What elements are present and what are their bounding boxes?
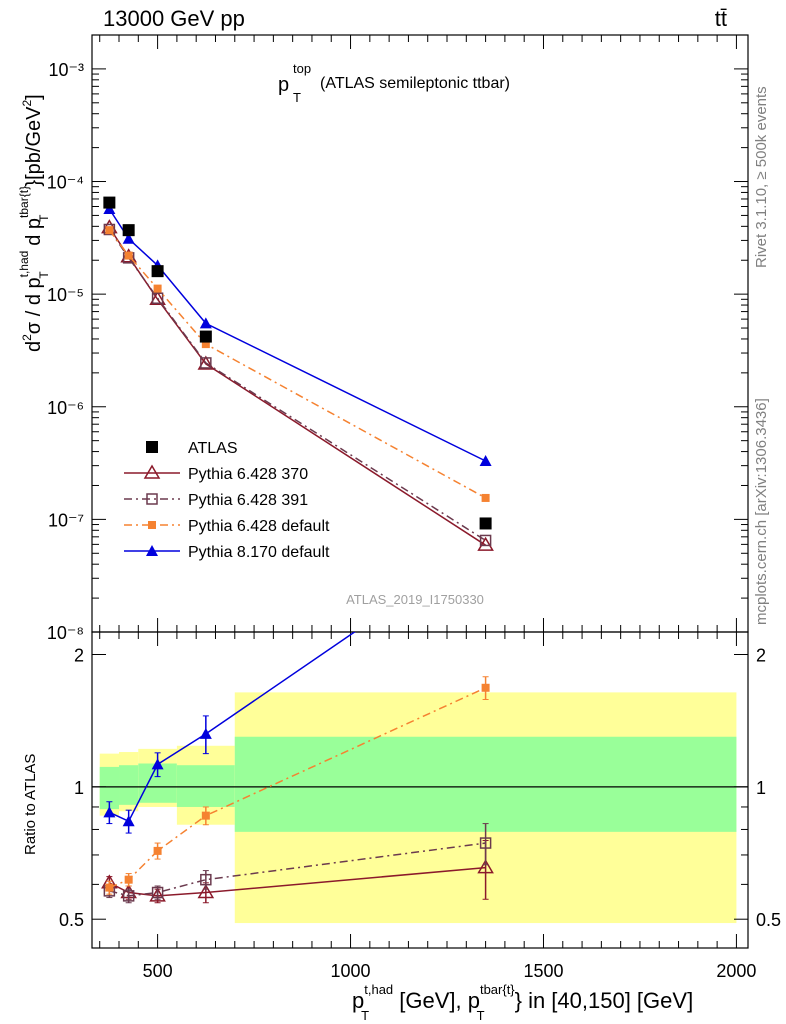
data-point-2 — [200, 357, 212, 369]
uncertainty-band-green — [119, 765, 139, 805]
title-sub: T — [293, 90, 301, 105]
legend-marker — [148, 521, 156, 529]
data-point-0 — [151, 265, 164, 278]
x-axis-label: pt,had T [GeV], ptbar{t} T} in [40,150] [G… — [352, 982, 693, 1023]
ratio-point-1 — [151, 886, 164, 899]
data-point-3 — [481, 493, 490, 502]
ratio-y-tick-label-right: 2 — [756, 645, 766, 665]
process-label: tt̄ — [715, 6, 727, 31]
data-point-2 — [151, 292, 164, 304]
data-point-3 — [153, 284, 162, 293]
legend-marker — [143, 464, 161, 479]
x-tick-label: 1500 — [523, 961, 563, 981]
main-y-tick-label: 10⁻⁴ — [47, 173, 84, 193]
ratio-y-tick-label-right: 0.5 — [756, 910, 781, 930]
x-tick-label: 1000 — [331, 961, 371, 981]
legend-marker — [146, 441, 158, 453]
ratio-point-2 — [124, 875, 133, 884]
legend-label: Pythia 6.428 default — [188, 518, 330, 535]
ratio-y-tick-label: 1 — [74, 778, 84, 798]
uncertainty-band-green — [99, 766, 120, 810]
ratio-point-3 — [103, 806, 116, 818]
ratio-y-tick-label: 2 — [74, 645, 84, 665]
ratio-y-axis-label: Ratio to ATLAS — [22, 754, 39, 855]
ratio-point-3 — [151, 758, 164, 770]
legend-label: Pythia 8.170 default — [188, 544, 330, 561]
mcplots-label: mcplots.cern.ch [arXiv:1306.3436] — [753, 398, 770, 625]
main-title: p top T (ATLAS semileptonic ttbar) — [278, 61, 510, 105]
data-point-0 — [199, 330, 212, 343]
title-rest: (ATLAS semileptonic ttbar) — [320, 75, 510, 92]
main-y-tick-label: 10⁻⁵ — [47, 285, 84, 305]
data-point-4 — [479, 454, 492, 466]
ratio-point-1 — [122, 890, 135, 902]
energy-label: 13000 GeV pp — [103, 6, 245, 31]
main-panel-frame — [91, 34, 749, 633]
data-point-1 — [477, 536, 494, 551]
main-y-tick-label: 10⁻³ — [48, 60, 84, 80]
title-sup: top — [293, 61, 311, 76]
series-line-2 — [108, 229, 487, 542]
analysis-watermark: ATLAS_2019_I1750330 — [346, 592, 484, 607]
legend-label: Pythia 6.428 370 — [188, 466, 308, 483]
data-point-4 — [122, 232, 135, 244]
data-point-2 — [103, 223, 116, 236]
x-tick-label: 500 — [143, 961, 173, 981]
legend-label: ATLAS — [188, 440, 238, 457]
data-point-3 — [105, 226, 114, 235]
uncertainty-band-green — [176, 765, 235, 807]
ratio-point-2 — [481, 683, 490, 692]
data-point-0 — [103, 196, 116, 209]
data-point-1 — [149, 290, 166, 306]
ratio-point-3 — [122, 815, 135, 827]
ratio-point-0 — [149, 887, 166, 902]
uncertainty-band-green — [234, 736, 737, 832]
ratio-point-2 — [153, 846, 162, 855]
main-y-tick-label: 10⁻⁸ — [47, 623, 84, 643]
data-point-4 — [199, 317, 212, 329]
ratio-y-tick-label: 0.5 — [59, 910, 84, 930]
ratio-y-tick-label-right: 1 — [756, 778, 766, 798]
data-point-0 — [479, 517, 492, 530]
data-point-3 — [124, 251, 133, 260]
title-main: p — [278, 74, 289, 96]
main-y-tick-label: 10⁻⁶ — [47, 398, 84, 418]
rivet-label: Rivet 3.1.10, ≥ 500k events — [753, 86, 770, 268]
data-point-1 — [197, 355, 215, 370]
legend-marker — [146, 545, 158, 556]
ratio-point-2 — [105, 883, 114, 892]
legend-marker — [146, 493, 158, 505]
ratio-point-0 — [477, 859, 494, 874]
x-tick-label: 2000 — [716, 961, 756, 981]
ratio-point-1 — [479, 837, 492, 849]
series-line-3 — [108, 229, 486, 499]
ratio-point-3 — [199, 727, 212, 739]
ratio-point-0 — [197, 884, 215, 899]
main-y-tick-label: 10⁻⁷ — [48, 510, 84, 530]
ratio-panel-frame — [91, 631, 749, 949]
ratio-point-2 — [201, 811, 210, 820]
data-point-2 — [479, 534, 492, 547]
legend-label: Pythia 6.428 391 — [188, 492, 308, 509]
ratio-point-1 — [200, 873, 212, 886]
main-y-axis-label: d2σ / d pt,had T d ptbar{t}T}[pb/GeV2] — [17, 94, 51, 352]
data-point-3 — [201, 340, 210, 349]
data-point-0 — [122, 224, 135, 237]
